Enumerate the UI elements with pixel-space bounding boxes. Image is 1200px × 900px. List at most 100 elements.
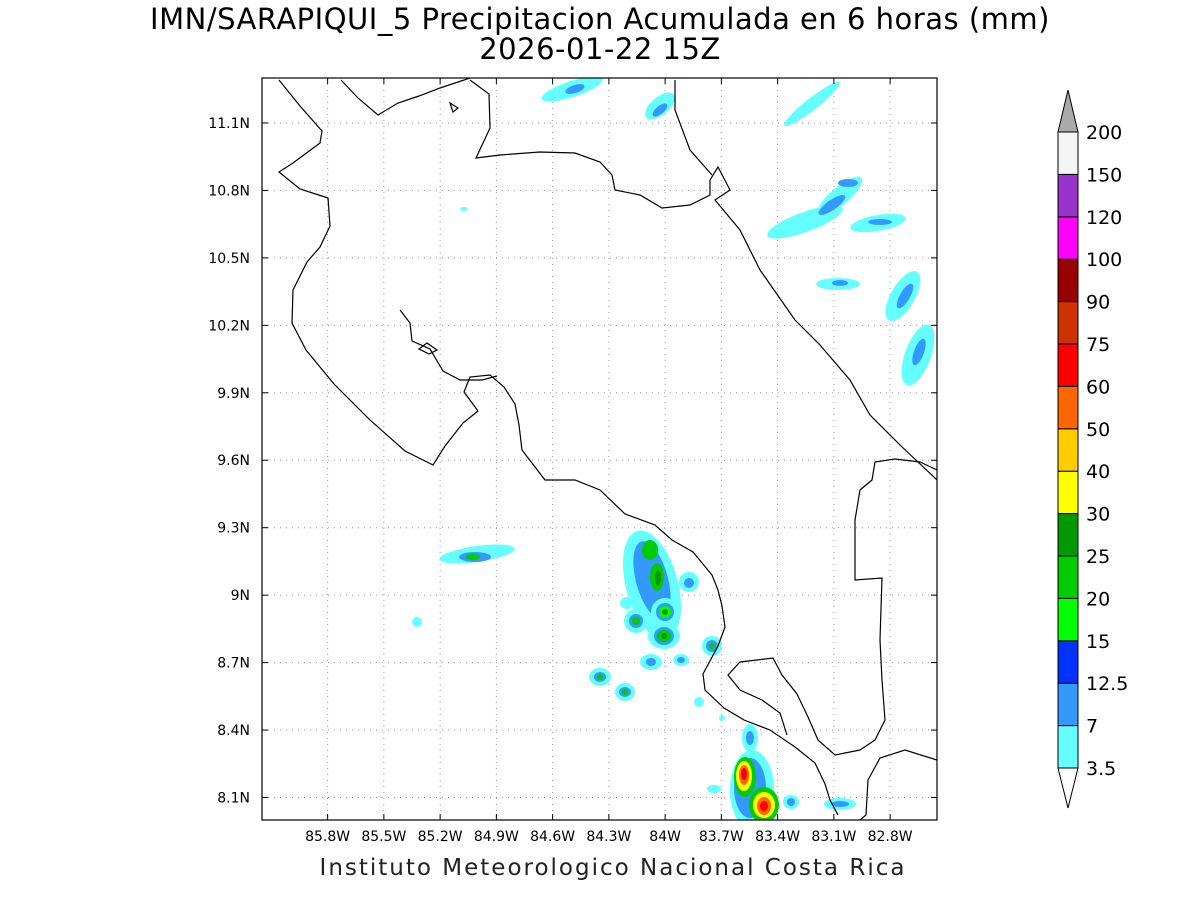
colorbar-swatch bbox=[1057, 640, 1079, 684]
colorbar: 3.5 7 12.5 15 20 25 30 40 50 60 75 90 100 120 150 200 bbox=[1057, 89, 1128, 809]
lon-tick-label: 84.6W bbox=[530, 829, 575, 845]
lon-tick-label: 85.5W bbox=[361, 829, 406, 845]
island bbox=[417, 342, 439, 355]
lat-tick-label: 9N bbox=[231, 588, 250, 604]
lon-tick-label: 84W bbox=[649, 829, 681, 845]
precip-blob bbox=[741, 768, 747, 780]
precip-blob bbox=[707, 785, 721, 793]
colorbar-swatch bbox=[1057, 301, 1079, 345]
precip-blob bbox=[632, 617, 640, 625]
latitude-tick-labels: 11.1N 10.8N 10.5N 10.2N 9.9N 9.6N 9.3N 9N 8.7N 8.… bbox=[208, 116, 937, 807]
colorbar-swatch bbox=[1057, 173, 1079, 218]
colorbar-label: 20 bbox=[1086, 588, 1110, 610]
colorbar-label: 100 bbox=[1086, 249, 1122, 271]
colorbar-triangle-high bbox=[1057, 89, 1079, 133]
lat-tick-label: 10.2N bbox=[208, 318, 250, 334]
colorbar-swatch bbox=[1057, 682, 1079, 727]
colorbar-label: 90 bbox=[1086, 292, 1110, 314]
precip-blob bbox=[642, 540, 658, 560]
coastline-nicoya bbox=[399, 309, 498, 381]
colorbar-label: 30 bbox=[1086, 504, 1110, 526]
chart-subtitle: 2026-01-22 15Z bbox=[479, 32, 721, 66]
colorbar-swatch bbox=[1057, 470, 1079, 515]
lon-tick-label: 84.9W bbox=[474, 829, 519, 845]
colorbar-label: 15 bbox=[1086, 631, 1110, 653]
longitude-tick-labels: 85.8W 85.5W 85.2W 84.9W 84.6W 84.3W 84W 83.7W 83… bbox=[305, 78, 913, 845]
colorbar-label: 200 bbox=[1086, 122, 1122, 144]
lon-tick-label: 83.1W bbox=[811, 829, 856, 845]
colorbar-label: 60 bbox=[1086, 376, 1110, 398]
colorbar-label: 50 bbox=[1086, 419, 1110, 441]
precip-blob bbox=[838, 179, 858, 187]
colorbar-label: 12.5 bbox=[1086, 673, 1128, 695]
precip-blob bbox=[652, 103, 668, 117]
colorbar-label: 75 bbox=[1086, 334, 1110, 356]
colorbar-swatch bbox=[1057, 555, 1079, 599]
colorbar-swatch bbox=[1057, 385, 1079, 430]
coastline bbox=[277, 78, 937, 820]
lon-tick-label: 84.3W bbox=[586, 829, 631, 845]
colorbar-swatch bbox=[1057, 597, 1079, 642]
lon-tick-label: 83.7W bbox=[699, 829, 744, 845]
map-grid bbox=[262, 78, 937, 820]
precip-blob bbox=[787, 798, 795, 806]
lat-tick-label: 9.3N bbox=[217, 521, 250, 537]
precipitation-field bbox=[412, 78, 935, 820]
precip-blob bbox=[677, 657, 685, 663]
colorbar-label: 40 bbox=[1086, 461, 1110, 483]
lon-tick-label: 85.2W bbox=[418, 829, 463, 845]
lat-tick-label: 11.1N bbox=[208, 116, 250, 132]
precip-blob bbox=[412, 617, 422, 627]
colorbar-swatch bbox=[1057, 216, 1079, 260]
colorbar-label: 25 bbox=[1086, 546, 1110, 568]
precip-blob bbox=[466, 554, 480, 560]
precip-blob bbox=[719, 715, 725, 721]
precip-blob bbox=[597, 674, 603, 680]
colorbar-label: 120 bbox=[1086, 207, 1122, 229]
colorbar-swatch bbox=[1057, 725, 1079, 769]
precip-blob bbox=[709, 643, 715, 649]
colorbar-swatch bbox=[1057, 343, 1079, 387]
lat-tick-label: 10.5N bbox=[208, 251, 250, 267]
precip-blob bbox=[760, 801, 768, 811]
lat-tick-label: 9.6N bbox=[217, 453, 250, 469]
precip-blob bbox=[460, 207, 468, 211]
precip-blob bbox=[746, 731, 754, 745]
lat-tick-label: 8.1N bbox=[217, 791, 250, 807]
coastline-panama-south bbox=[859, 749, 937, 820]
coastline-mainland bbox=[277, 79, 839, 816]
lake-nicaragua-shore bbox=[469, 79, 937, 481]
precip-blob bbox=[912, 338, 926, 366]
colorbar-label: 150 bbox=[1086, 164, 1122, 186]
border-nicaragua bbox=[674, 80, 713, 176]
lat-tick-label: 8.4N bbox=[217, 723, 250, 739]
precip-blob bbox=[831, 801, 849, 807]
colorbar-swatch bbox=[1057, 131, 1079, 175]
precip-blob bbox=[622, 689, 628, 695]
precip-blob bbox=[818, 194, 846, 216]
lon-tick-label: 82.8W bbox=[868, 829, 913, 845]
precip-blob bbox=[896, 283, 914, 309]
lon-tick-label: 85.8W bbox=[305, 829, 350, 845]
colorbar-triangle-low bbox=[1057, 767, 1079, 809]
precip-blob bbox=[661, 633, 667, 639]
precip-blob bbox=[832, 280, 848, 286]
precip-blob bbox=[565, 84, 585, 94]
colorbar-swatch bbox=[1057, 428, 1079, 472]
precip-blob bbox=[620, 597, 634, 609]
lon-tick-label: 83.4W bbox=[755, 829, 800, 845]
colorbar-label: 7 bbox=[1086, 716, 1098, 738]
precip-blob bbox=[694, 697, 704, 707]
footer-credit: Instituto Meteorologico Nacional Costa R… bbox=[319, 855, 907, 881]
precip-blob bbox=[655, 570, 661, 586]
precip-blob bbox=[646, 658, 656, 666]
coastline-caribbean bbox=[340, 78, 471, 116]
island bbox=[448, 101, 460, 114]
precip-blob bbox=[868, 219, 892, 225]
precip-blob bbox=[684, 578, 694, 588]
map-frame bbox=[261, 77, 938, 821]
lat-tick-label: 10.8N bbox=[208, 183, 250, 199]
colorbar-swatch bbox=[1057, 513, 1079, 557]
colorbar-swatch bbox=[1057, 258, 1079, 303]
